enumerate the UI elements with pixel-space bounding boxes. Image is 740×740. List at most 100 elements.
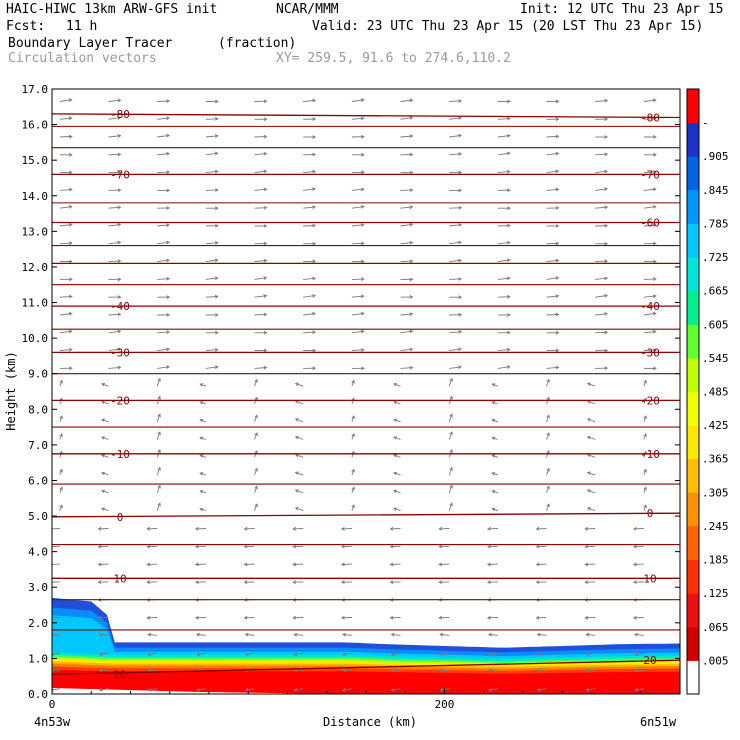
vector-head (117, 188, 122, 192)
colorbar-swatch (687, 122, 699, 157)
circulation-vector (59, 433, 63, 440)
vector-head (117, 259, 122, 263)
vector-head (101, 418, 105, 422)
vector-head (360, 116, 365, 121)
vector-head (351, 415, 355, 420)
init-time: Init: 12 UTC Thu 23 Apr 15 (520, 2, 724, 17)
vector-head (254, 432, 258, 436)
circulation-vector (99, 634, 109, 636)
vector-head (633, 632, 638, 637)
circulation-vector (205, 242, 218, 245)
vector-head (263, 276, 268, 280)
contour-label: -80 (640, 111, 660, 124)
circulation-vector (148, 669, 158, 672)
vector-head (389, 580, 394, 584)
y-axis-title: Height (km) (4, 351, 18, 430)
circulation-vector (492, 383, 499, 387)
vector-head (604, 223, 609, 228)
vector-head (68, 98, 73, 102)
circulation-vector (537, 652, 547, 656)
vector-head (292, 526, 297, 531)
vector-head (506, 276, 511, 281)
vector-head (146, 544, 151, 549)
vector-head (263, 330, 268, 335)
vector-head (52, 652, 54, 657)
vector-head (653, 277, 657, 281)
vector-head (117, 312, 122, 317)
circulation-vector (587, 471, 596, 476)
vector-head (555, 258, 560, 263)
vector-head (214, 169, 219, 174)
vector-head (147, 632, 152, 637)
contour-label: -80 (110, 108, 130, 121)
circulation-vector (448, 378, 453, 387)
vector-head (634, 652, 639, 657)
circulation-vector (254, 486, 258, 494)
vector-head (409, 188, 414, 192)
vector-head (586, 489, 591, 493)
vector-head (409, 98, 414, 103)
vector-head (340, 544, 345, 549)
vector-head (294, 489, 299, 493)
vector-head (263, 312, 268, 317)
vector-head (409, 134, 414, 138)
circulation-vector (497, 135, 510, 138)
vector-head (101, 400, 105, 405)
contour-label: -10 (640, 448, 660, 461)
vector-head (166, 330, 171, 334)
vector-head (409, 277, 414, 282)
vector-head (586, 471, 591, 475)
model-title: HAIC-HIWC 13km ARW-GFS init (6, 2, 218, 17)
organization-label: NCAR/MMM (276, 2, 339, 17)
vector-head (360, 294, 365, 299)
vector-head (653, 170, 657, 174)
vector-head (491, 489, 496, 494)
circulation-vector (59, 313, 72, 316)
vector-head (117, 222, 122, 227)
vector-head (393, 489, 397, 494)
circulation-vector (595, 295, 608, 298)
vector-head (254, 414, 258, 419)
circulation-vector (205, 277, 218, 280)
vector-head (449, 395, 453, 400)
circulation-vector (546, 295, 559, 298)
circulation-vector (400, 348, 413, 352)
colorbar-label: .785 (702, 217, 729, 230)
vector-head (546, 378, 550, 383)
circulation-vector (643, 99, 656, 102)
vector-head (117, 134, 122, 138)
vector-head (360, 311, 365, 316)
circulation-vector (108, 206, 121, 209)
circulation-vector (342, 634, 352, 636)
vector-head (393, 471, 397, 476)
vector-head (263, 169, 268, 174)
colorbar-label: .905 (702, 150, 729, 163)
circulation-vector (59, 487, 63, 494)
circulation-vector (351, 242, 364, 245)
colorbar-label: .545 (702, 352, 729, 365)
vector-head (117, 98, 122, 103)
y-tick-label: 9.0 (28, 368, 48, 381)
colorbar-swatch (687, 525, 699, 560)
circulation-vector (101, 490, 109, 494)
vector-head (117, 170, 122, 175)
circulation-vector (101, 383, 109, 387)
vector-head (341, 668, 346, 673)
circulation-vector (449, 224, 462, 227)
vector-head (166, 295, 171, 299)
circulation-vector (634, 634, 644, 636)
vector-head (294, 418, 299, 422)
colorbar-swatch (687, 357, 699, 392)
colorbar-swatch (687, 660, 699, 695)
circulation-vector (643, 206, 656, 209)
vector-head (486, 562, 491, 567)
vector-head (199, 489, 204, 494)
circulation-vector (643, 487, 647, 494)
circulation-vector (295, 454, 304, 458)
circulation-vector (254, 313, 267, 316)
circulation-vector (492, 401, 499, 405)
vector-head (389, 544, 394, 549)
vector-head (117, 277, 122, 282)
vector-head (409, 240, 414, 245)
circulation-vector (440, 634, 450, 636)
